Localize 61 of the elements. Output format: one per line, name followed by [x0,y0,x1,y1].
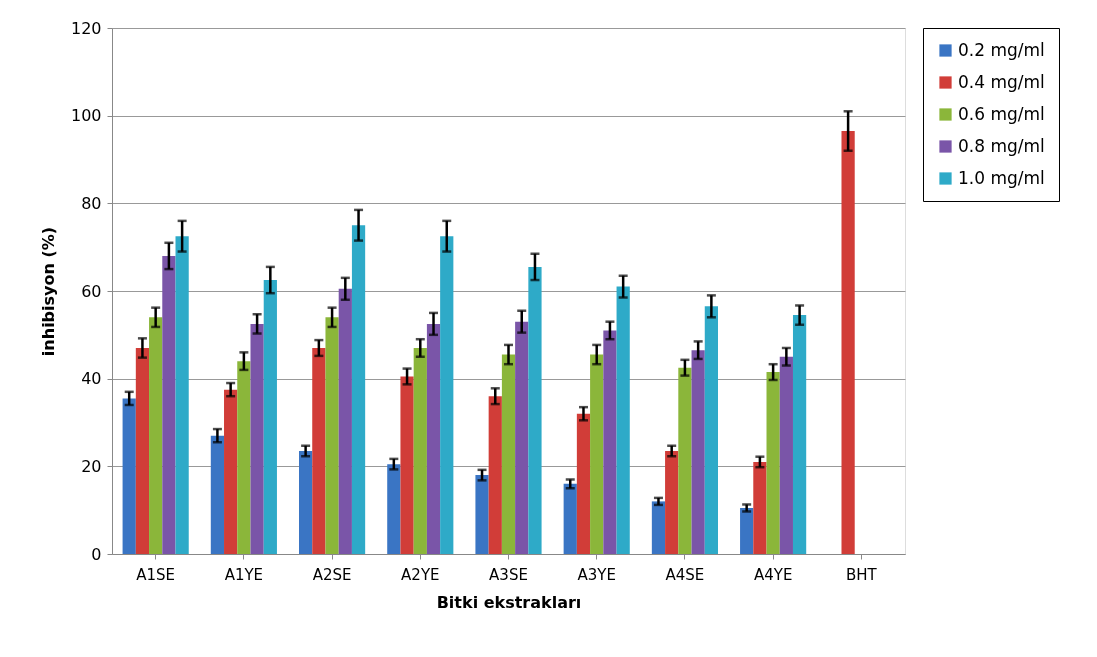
legend-label: 0.6 mg/ml [958,103,1045,124]
bar [312,347,326,554]
bar [351,225,366,554]
x-tick-label: A3SE [489,565,528,584]
legend-label: 0.2 mg/ml [958,39,1045,60]
x-tick-label: A2YE [401,565,440,584]
x-tick-label: BHT [845,565,878,584]
y-tick-label: 80 [81,193,102,213]
y-tick-label: 0 [91,544,102,564]
bar [325,317,339,554]
bar [475,475,489,554]
bar [135,347,150,554]
bar [515,321,529,554]
bar [590,354,604,554]
x-axis-title: Bitki ekstrakları [436,592,582,612]
bar [603,330,617,554]
bar [122,398,136,554]
legend-label: 0.4 mg/ml [958,71,1045,92]
bar [841,131,855,554]
legend-label: 1.0 mg/ml [958,167,1045,188]
bar [576,413,591,554]
bar [387,464,401,554]
legend-label: 0.8 mg/ml [958,135,1045,156]
x-tick-label: A4YE [753,565,793,584]
bar [678,367,692,554]
x-tick-label: A4SE [665,565,705,584]
bar [440,236,454,554]
bar [488,396,502,554]
bar [616,286,630,554]
y-tick-label: 100 [70,106,102,126]
bar [237,361,251,554]
bar [704,306,718,554]
bar [501,354,516,554]
bar [162,255,176,554]
y-tick-label: 20 [81,456,102,476]
bar [210,435,225,554]
bar [691,350,705,554]
bar [263,280,277,554]
bar [175,236,189,554]
bar [338,288,352,554]
x-tick-label: A1SE [136,565,176,584]
x-tick-label: A3YE [577,565,616,584]
bar [426,323,441,554]
y-tick-label: 120 [70,18,102,38]
bar [413,347,427,554]
y-tick-label: 40 [81,369,102,389]
bar [250,323,264,554]
bar [528,266,542,554]
y-tick-label: 60 [81,281,102,301]
x-tick-label: A1YE [224,565,264,584]
x-tick-label: A2SE [312,565,352,584]
bar [779,356,793,554]
bar [400,376,414,554]
bar [792,315,807,554]
bar [766,372,780,554]
bar [753,461,767,554]
bar [149,317,163,554]
y-axis-title: inhibisyon (%) [38,226,58,357]
bar [299,450,313,554]
bar [665,450,679,554]
bar [224,389,238,554]
